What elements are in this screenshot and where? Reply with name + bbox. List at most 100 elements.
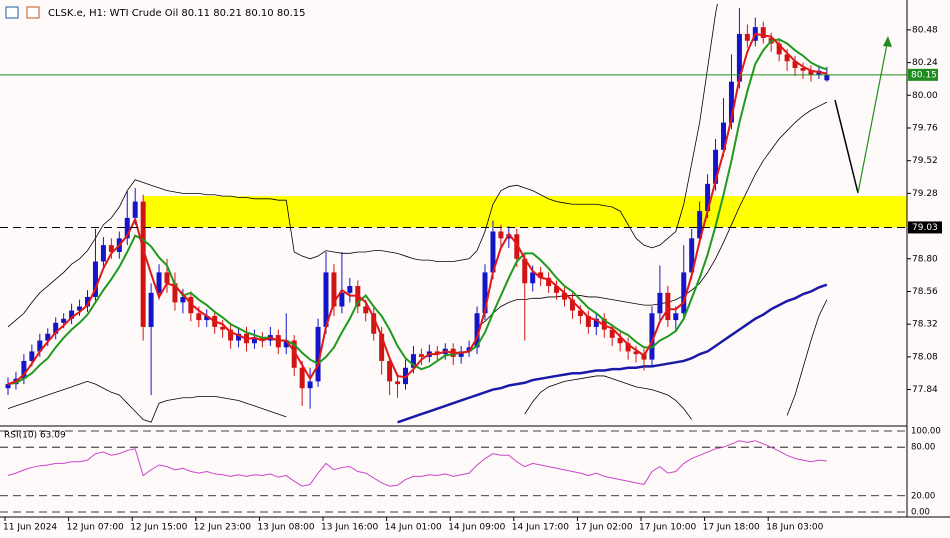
candle-body xyxy=(53,322,59,334)
level-label: 79.03 xyxy=(912,223,938,233)
indicator-line xyxy=(397,283,828,424)
candle-body xyxy=(21,360,27,379)
candle-body xyxy=(681,272,687,314)
candle-body xyxy=(657,292,663,314)
candle-body xyxy=(649,313,655,360)
candle-body xyxy=(45,333,51,341)
candle-body xyxy=(474,313,480,348)
candle-body xyxy=(100,245,106,262)
y-tick-label: 78.32 xyxy=(912,320,938,330)
icon xyxy=(26,6,40,19)
candle-body xyxy=(736,33,742,82)
candle-body xyxy=(379,333,385,361)
y-tick-label: 80.48 xyxy=(912,25,938,35)
y-tick-label: 78.08 xyxy=(912,352,938,362)
candle-body xyxy=(140,201,146,327)
candle-body xyxy=(824,74,830,81)
candle-body xyxy=(371,313,377,334)
candle-body xyxy=(617,337,623,344)
y-tick-label: 78.80 xyxy=(912,254,938,264)
candle-body xyxy=(236,333,242,341)
rsi-tick-label: 20.00 xyxy=(911,491,935,501)
candle-body xyxy=(585,316,591,327)
candle-body xyxy=(387,360,393,382)
indicator-line xyxy=(7,38,828,386)
candle-body xyxy=(220,326,226,330)
x-tick-label: 12 Jun 23:00 xyxy=(194,523,251,533)
candle-body xyxy=(641,354,647,360)
x-tick-label: 14 Jun 01:00 xyxy=(385,523,442,533)
y-tick-label: 79.28 xyxy=(912,189,938,199)
forecast-arrowhead xyxy=(883,36,892,47)
candle-body xyxy=(347,286,353,293)
candle-body xyxy=(323,272,329,327)
rsi-tick-label: 100.00 xyxy=(911,426,941,436)
y-tick-label: 79.76 xyxy=(912,123,938,133)
candle-body xyxy=(61,318,67,323)
candle-body xyxy=(85,296,90,307)
candle-body xyxy=(577,310,583,317)
x-tick-label: 17 Jun 18:00 xyxy=(703,523,760,533)
candle-body xyxy=(418,354,424,357)
x-tick-label: 12 Jun 07:00 xyxy=(67,523,124,533)
axes: 80.48 80.24 80.00 79.76 79.52 79.28 78.80 78.56… xyxy=(3,25,942,533)
candle-body xyxy=(307,381,313,389)
candle-body xyxy=(458,351,464,357)
indicator-line xyxy=(786,299,828,416)
indicator-line xyxy=(524,375,693,420)
x-tick-label: 12 Jun 15:00 xyxy=(130,523,187,533)
rsi-tick-label: 80.00 xyxy=(911,443,935,453)
candle-body xyxy=(562,292,567,300)
candle-body xyxy=(546,277,552,287)
candle-body xyxy=(283,340,289,348)
candle-body xyxy=(498,231,504,239)
rsi-label: RSI(10) 63.09 xyxy=(4,431,66,441)
candle-body xyxy=(760,27,766,39)
candle-body xyxy=(172,283,178,303)
indicator-line xyxy=(7,380,287,423)
candle-body xyxy=(259,337,265,341)
candle-body xyxy=(164,272,170,284)
candle-body xyxy=(69,310,75,319)
x-tick-label: 14 Jun 09:00 xyxy=(448,523,505,533)
candle-body xyxy=(482,272,488,314)
candle-body xyxy=(180,296,186,303)
candle-body xyxy=(792,61,798,69)
candle-body xyxy=(633,351,639,355)
candle-body xyxy=(625,343,631,352)
candle-body xyxy=(728,81,734,123)
candle-body xyxy=(395,381,401,385)
x-tick-label: 13 Jun 16:00 xyxy=(321,523,378,533)
candle-body xyxy=(705,183,711,212)
x-tick-label: 11 Jun 2024 xyxy=(3,523,57,533)
price-panel xyxy=(0,4,907,424)
candle-body xyxy=(554,286,560,293)
indicator-line xyxy=(476,101,828,328)
candle-body xyxy=(713,149,719,184)
candle-body xyxy=(665,292,671,321)
y-tick-label: 78.56 xyxy=(912,287,938,297)
candle-body xyxy=(697,211,703,239)
candle-body xyxy=(315,326,321,382)
forecast-down xyxy=(834,99,859,194)
toolbar-icons xyxy=(5,6,40,19)
candle-body xyxy=(490,231,496,273)
candle-body xyxy=(188,296,194,314)
y-tick-label: 79.52 xyxy=(912,156,938,166)
candle-body xyxy=(156,272,162,293)
candle-body xyxy=(228,329,234,341)
candle-body xyxy=(689,238,695,273)
candle-body xyxy=(784,54,790,62)
candle-body xyxy=(410,354,416,368)
candle-body xyxy=(339,292,345,307)
candle-body xyxy=(466,347,472,352)
candle-body xyxy=(434,351,440,355)
candle-body xyxy=(291,340,297,368)
support-zone xyxy=(143,196,907,228)
candle-body xyxy=(5,384,11,389)
candle-body xyxy=(530,272,536,284)
candle-body xyxy=(609,329,615,338)
candle-body xyxy=(776,43,782,55)
candle-body xyxy=(92,261,98,297)
candle-body xyxy=(363,306,369,314)
